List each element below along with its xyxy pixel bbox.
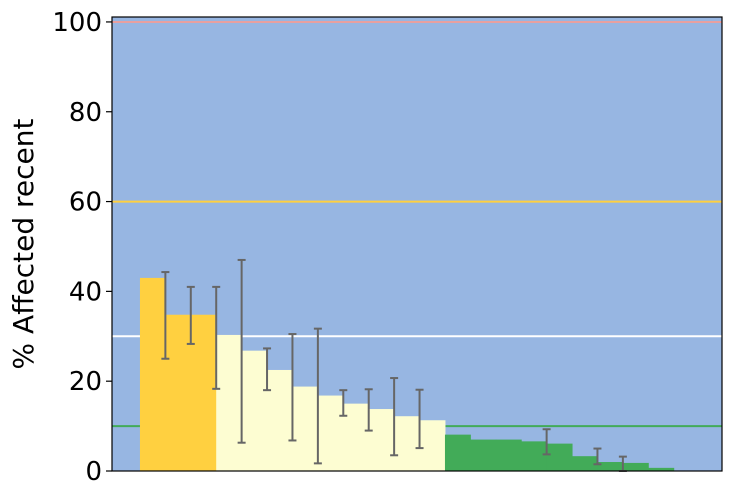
error-bar-2	[186, 285, 195, 345]
bar-5	[241, 350, 268, 471]
error-bar-1	[161, 271, 170, 360]
bar-11	[394, 416, 421, 471]
error-bar-7	[313, 327, 322, 465]
error-bar-16	[542, 428, 551, 456]
y-tick-label-40: 40	[69, 277, 102, 307]
bar-17	[546, 443, 573, 471]
error-bar-18	[593, 447, 602, 466]
bar-14	[470, 439, 497, 471]
y-tick-label-100: 100	[52, 8, 102, 38]
bar-6	[267, 369, 293, 471]
bar-15	[495, 439, 522, 471]
y-tick-label-80: 80	[69, 98, 102, 128]
bar-2	[165, 314, 192, 471]
bar-21	[648, 467, 675, 471]
error-bar-3	[212, 285, 221, 390]
error-bar-10	[390, 377, 399, 457]
bar-9	[343, 403, 370, 471]
error-bar-8	[339, 389, 348, 417]
error-bar-6	[288, 333, 297, 442]
bar-8	[317, 395, 344, 471]
bar-18	[572, 456, 598, 471]
bar-19	[597, 462, 624, 471]
bar-20	[622, 462, 649, 471]
y-tick-label-20: 20	[69, 367, 102, 397]
y-tick-label-0: 0	[85, 457, 102, 487]
error-bar-5	[263, 347, 272, 392]
y-axis-label: % Affected recent	[7, 119, 40, 370]
y-axis-ticks: 0 20 40 60 80 100	[52, 8, 112, 487]
bar-1	[139, 277, 166, 471]
bar-3	[190, 314, 217, 471]
bar-4	[216, 334, 243, 471]
bars	[139, 277, 675, 471]
bar-7	[292, 386, 319, 471]
y-tick-label-60: 60	[69, 188, 102, 218]
bar-10	[368, 409, 395, 471]
bar-12	[419, 420, 446, 471]
error-bar-11	[415, 388, 424, 450]
error-bars	[161, 258, 627, 472]
error-bar-4	[237, 258, 246, 444]
error-bar-9	[364, 388, 373, 432]
bar-13	[444, 434, 471, 471]
plot-frame	[111, 16, 723, 472]
bar-16	[521, 441, 548, 471]
